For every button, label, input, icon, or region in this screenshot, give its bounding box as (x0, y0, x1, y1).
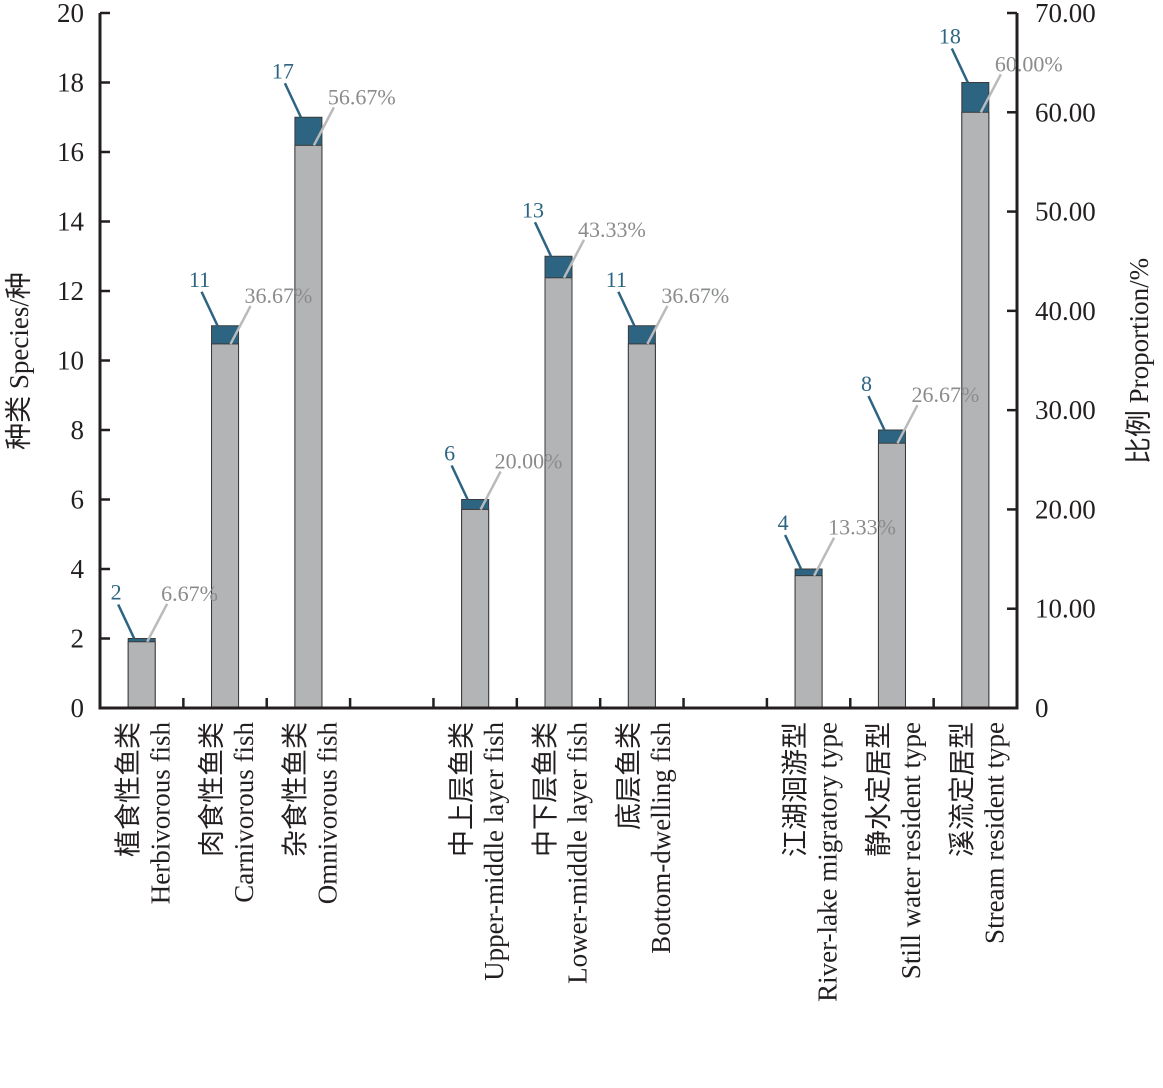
species-value-label: 8 (861, 371, 872, 396)
species-label-leader (200, 291, 219, 327)
y-tick-label: 18 (57, 68, 84, 98)
species-label-leader (617, 291, 636, 327)
category-label-zh: 中上层鱼类 (447, 722, 477, 857)
y2-tick-label: 0 (1035, 693, 1049, 723)
proportion-value-label: 43.33% (578, 217, 646, 242)
category-labels-layer: 植食性鱼类 Herbivorous fish 肉食性鱼类 Carnivorous fi… (114, 722, 1010, 1002)
category-label-zh: 中下层鱼类 (531, 722, 561, 857)
proportion-label-leader (562, 239, 586, 279)
proportion-bar (127, 641, 156, 709)
category-label-zh: 植食性鱼类 (114, 722, 144, 857)
species-label-leader (117, 603, 136, 640)
category-label: 中下层鱼类 Lower-middle layer fish (531, 722, 593, 984)
species-label-leader (533, 221, 553, 257)
category-label-en: Carnivorous fish (229, 722, 259, 903)
proportion-label-leader (812, 537, 836, 577)
category-label-en: Upper-middle layer fish (479, 722, 509, 981)
proportion-label-leader (312, 106, 336, 146)
y2-tick-label: 10.00 (1035, 594, 1096, 624)
y2-tick-label: 70.00 (1035, 0, 1096, 28)
proportion-value-label: 6.67% (161, 581, 218, 606)
y-tick-label: 20 (57, 0, 84, 28)
category-label: 底层鱼类 Bottom-dwelling fish (614, 722, 676, 954)
proportion-label-leader (646, 305, 669, 345)
species-value-label: 17 (272, 58, 294, 83)
axes-layer: 0 2 4 6 8 10 12 14 16 18 20 0 10.00 20.00 30.00 40.00 50… (57, 0, 1096, 723)
category-label-en: Omnivorous fish (312, 722, 342, 905)
y-tick-label: 8 (71, 415, 85, 445)
proportion-value-label: 26.67% (911, 382, 979, 407)
species-label-leader (950, 47, 969, 84)
y-tick-label: 12 (57, 276, 84, 306)
y-axis-title: 种类 Species/种 (4, 272, 34, 450)
proportion-bar (627, 343, 656, 709)
y-tick-label: 0 (71, 693, 85, 723)
species-value-label: 11 (606, 267, 627, 292)
species-value-label: 4 (778, 510, 789, 535)
category-label-zh: 溪流定居型 (947, 722, 977, 857)
proportion-value-label: 20.00% (495, 448, 563, 473)
y-tick-label: 14 (57, 207, 85, 237)
species-value-label: 18 (939, 24, 961, 49)
proportion-label-leader (979, 73, 1002, 113)
category-label: 肉食性鱼类 Carnivorous fish (197, 722, 259, 903)
category-label: 静水定居型 Still water resident type (864, 722, 926, 979)
species-label-leader (867, 395, 886, 431)
proportion-value-label: 36.67% (661, 283, 729, 308)
y2-tick-label: 20.00 (1035, 494, 1096, 524)
proportion-bar (294, 144, 323, 709)
species-label-leader (450, 464, 469, 501)
y2-axis-title: 比例 Proportion/% (1124, 258, 1154, 464)
y2-tick-label: 50.00 (1035, 197, 1096, 227)
species-value-label: 2 (111, 580, 122, 605)
category-label: 杂食性鱼类 Omnivorous fish (280, 722, 342, 905)
proportion-label-leader (896, 404, 919, 444)
species-value-label: 13 (522, 197, 544, 222)
category-label-zh: 杂食性鱼类 (280, 722, 310, 857)
category-label-en: Bottom-dwelling fish (646, 722, 676, 954)
category-label-zh: 静水定居型 (864, 722, 894, 857)
category-label-zh: 江湖洄游型 (781, 722, 811, 857)
category-label-en: Stream resident type (979, 722, 1009, 944)
proportion-bar (211, 343, 240, 709)
proportion-bar (961, 111, 990, 709)
category-label-en: Herbivorous fish (146, 722, 176, 905)
proportion-label-leader (479, 470, 502, 511)
proportion-value-label: 56.67% (328, 84, 396, 109)
y-tick-label: 16 (57, 137, 84, 167)
y-tick-label: 10 (57, 346, 84, 376)
y2-tick-label: 30.00 (1035, 395, 1096, 425)
proportion-label-leader (229, 305, 252, 345)
category-label: 植食性鱼类 Herbivorous fish (114, 722, 176, 905)
category-label-en: River-lake migratory type (813, 722, 843, 1002)
y-tick-label: 6 (71, 485, 85, 515)
species-value-label: 11 (189, 267, 210, 292)
bars-layer (127, 82, 990, 709)
proportion-bar (544, 277, 573, 709)
species-label-leader (783, 534, 803, 570)
proportion-bar (794, 575, 823, 709)
proportion-bar (877, 442, 906, 709)
category-label: 溪流定居型 Stream resident type (947, 722, 1009, 944)
proportion-value-label: 36.67% (245, 283, 313, 308)
y2-tick-label: 60.00 (1035, 97, 1096, 127)
proportion-label-leader (146, 603, 169, 643)
y2-tick-label: 40.00 (1035, 296, 1096, 326)
species-value-label: 6 (444, 441, 455, 466)
category-label-zh: 底层鱼类 (614, 722, 644, 830)
y-tick-label: 2 (71, 624, 85, 654)
category-label-zh: 肉食性鱼类 (197, 722, 227, 857)
category-label: 中上层鱼类 Upper-middle layer fish (447, 722, 509, 981)
category-label-en: Still water resident type (896, 722, 926, 979)
category-label: 江湖洄游型 River-lake migratory type (781, 722, 843, 1002)
proportion-bar (461, 508, 490, 709)
y-tick-label: 4 (71, 554, 85, 584)
species-label-leader (283, 82, 303, 118)
proportion-value-label: 13.33% (828, 515, 896, 540)
proportion-value-label: 60.00% (995, 51, 1063, 76)
category-label-en: Lower-middle layer fish (563, 722, 593, 984)
